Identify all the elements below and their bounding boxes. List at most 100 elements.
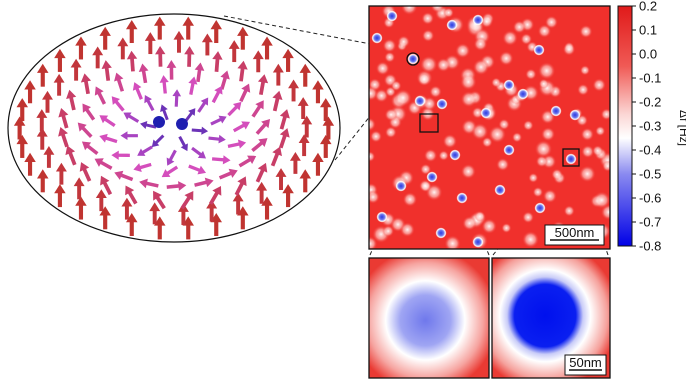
map-bright-spot xyxy=(537,61,556,80)
arrow-icon xyxy=(36,109,48,132)
arrow-icon xyxy=(255,162,268,183)
map-bright-spot xyxy=(399,222,415,238)
map-bright-spot xyxy=(369,236,378,249)
map-bright-spot xyxy=(562,42,576,56)
map-bright-spot xyxy=(374,88,389,103)
arrow-icon xyxy=(182,216,194,240)
arrow-icon xyxy=(160,104,169,121)
arrow-icon xyxy=(218,168,238,180)
arrow-icon xyxy=(320,98,332,122)
map-bright-spot xyxy=(460,91,477,108)
arrow-icon xyxy=(144,95,155,112)
arrow-icon xyxy=(210,115,227,126)
arrow-icon xyxy=(80,73,92,95)
map-bright-spot xyxy=(375,61,390,76)
arrow-icon xyxy=(58,127,69,148)
map-bright-spot xyxy=(384,51,396,63)
zoom-inset-left xyxy=(368,257,490,379)
arrow-icon xyxy=(320,134,332,158)
marked-skyrmion xyxy=(406,52,420,66)
arrow-icon xyxy=(94,158,113,170)
arrow-icon xyxy=(16,134,28,158)
map-bright-spot xyxy=(578,165,596,183)
arrow-icon xyxy=(75,196,87,220)
arrow-icon xyxy=(227,139,247,149)
main-scale-bar-label: 500nm xyxy=(555,225,595,240)
arrow-icon xyxy=(42,90,53,113)
map-bright-spot xyxy=(436,57,451,73)
arrow-icon xyxy=(139,178,159,189)
arrow-icon xyxy=(272,63,284,86)
map-bright-spot xyxy=(442,133,458,149)
arrow-icon xyxy=(159,75,169,94)
zoom-scale-bar-label: 50nm xyxy=(569,355,602,370)
map-bright-spot xyxy=(471,122,489,141)
arrow-icon xyxy=(125,185,138,205)
map-skyrmion xyxy=(371,32,383,44)
map-bright-spot xyxy=(418,179,432,193)
arrow-icon xyxy=(132,82,143,100)
colorbar: 0.2 0.1 0.0 -0.1 -0.2 -0.3 -0.4 -0.5 -0.6 -0.7 -0.… xyxy=(617,0,686,254)
map-skyrmion xyxy=(414,95,426,107)
arrow-icon xyxy=(79,162,92,182)
map-bright-spot xyxy=(382,225,395,238)
arrow-icon xyxy=(151,134,165,148)
arrow-icon xyxy=(201,33,213,56)
arrow-icon xyxy=(101,60,112,81)
arrow-icon xyxy=(161,165,179,178)
arrow-icon xyxy=(82,103,96,121)
arrow-icon xyxy=(297,97,309,119)
arrow-icon xyxy=(194,177,214,188)
core-spin xyxy=(176,118,188,130)
arrow-icon xyxy=(81,141,99,155)
arrow-icon xyxy=(299,169,312,193)
map-bright-spot xyxy=(491,77,502,88)
arrow-icon xyxy=(180,190,194,210)
map-bright-spot xyxy=(384,108,398,122)
map-skyrmion xyxy=(517,88,529,100)
arrow-icon xyxy=(126,20,138,44)
arrow-icon xyxy=(137,145,153,156)
map-bright-spot xyxy=(528,172,539,183)
map-bright-spot xyxy=(580,127,595,142)
arrow-icon xyxy=(155,45,166,67)
map-bright-spot xyxy=(460,163,476,180)
arrow-icon xyxy=(77,122,93,138)
arrow-icon xyxy=(133,162,152,172)
map-skyrmion xyxy=(480,107,492,119)
arrow-icon xyxy=(211,155,231,165)
arrow-icon xyxy=(191,126,209,135)
map-bright-spot xyxy=(579,24,593,39)
arrow-icon xyxy=(126,50,138,72)
arrow-icon xyxy=(99,133,118,144)
map-bright-spot xyxy=(481,136,493,148)
arrow-icon xyxy=(120,131,138,140)
arrow-icon xyxy=(43,145,55,168)
map-skyrmion xyxy=(426,171,438,183)
map-bright-spot xyxy=(534,140,553,158)
arrow-icon xyxy=(282,184,294,208)
map-bright-spot xyxy=(592,78,606,92)
arrow-icon xyxy=(114,170,134,182)
map-bright-spot xyxy=(473,37,488,51)
arrow-icon xyxy=(252,50,264,73)
map-bright-spot xyxy=(417,72,431,86)
map-bright-spot xyxy=(462,216,477,231)
arrow-icon xyxy=(126,212,138,236)
map-skyrmion xyxy=(569,109,581,121)
map-bright-spot xyxy=(512,20,526,34)
map-skyrmion xyxy=(376,211,388,223)
colorbar-tick-label: -0.3 xyxy=(639,119,661,134)
arrow-icon xyxy=(232,121,250,133)
arrow-icon xyxy=(210,20,222,44)
map-skyrmion xyxy=(534,202,546,214)
arrow-icon xyxy=(288,79,300,102)
map-skyrmion xyxy=(435,227,447,239)
map-bright-spot xyxy=(496,157,510,172)
map-bright-spot xyxy=(471,106,484,119)
arrow-icon xyxy=(138,63,149,84)
map-skyrmion xyxy=(494,184,506,196)
map-bright-spot xyxy=(540,127,556,142)
map-bright-spot xyxy=(592,145,604,157)
arrow-icon xyxy=(261,36,273,60)
